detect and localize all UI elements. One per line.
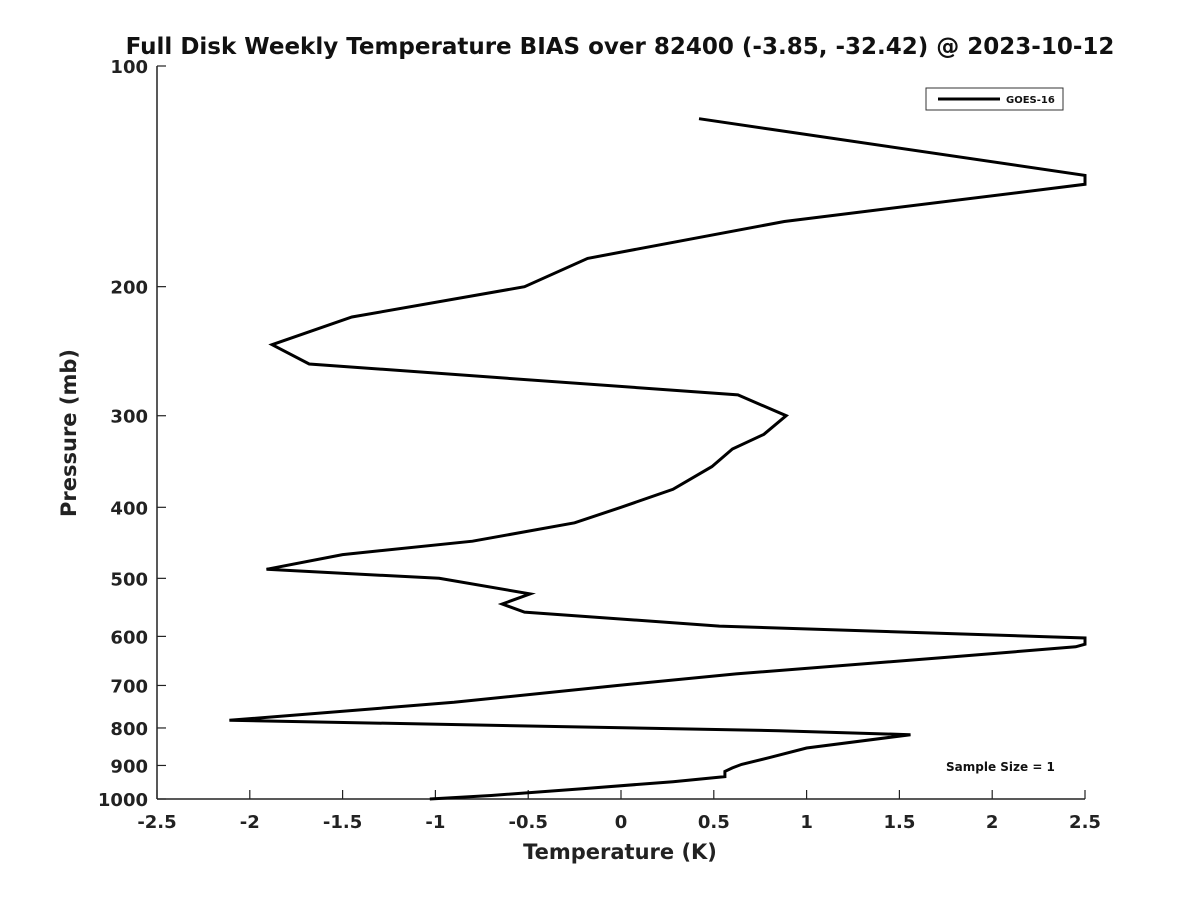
y-axis-ticks: 100 200 300 400 500 600 700 800 900 1000 [98, 57, 166, 811]
y-tick-label: 400 [110, 498, 148, 519]
x-tick-label: 2 [986, 812, 999, 833]
series-line-goes-16 [229, 117, 1087, 801]
x-tick-label: -2.5 [137, 812, 176, 833]
x-tick-label: 2.5 [1069, 812, 1101, 833]
legend-label-goes-16: GOES-16 [1006, 95, 1055, 106]
x-tick-label: -1 [425, 812, 445, 833]
y-tick-label: 600 [110, 627, 148, 648]
x-axis-label: Temperature (K) [523, 840, 717, 864]
chart-title: Full Disk Weekly Temperature BIAS over 8… [126, 34, 1115, 60]
axes [156, 66, 1085, 800]
y-tick-label: 700 [110, 676, 148, 697]
y-tick-label: 1000 [98, 790, 148, 811]
y-tick-label: 300 [110, 407, 148, 428]
x-tick-label: -0.5 [509, 812, 548, 833]
y-tick-label: 500 [110, 569, 148, 590]
x-axis-ticks: -2.5 -2 -1.5 -1 -0.5 0 0.5 1 1.5 2 2.5 [137, 790, 1101, 833]
x-tick-label: 1.5 [883, 812, 915, 833]
series-group [229, 117, 1087, 801]
x-tick-label: -2 [240, 812, 260, 833]
y-tick-label: 100 [110, 57, 148, 78]
y-tick-label: 900 [110, 756, 148, 777]
x-tick-label: 0 [615, 812, 628, 833]
x-tick-label: 1 [800, 812, 813, 833]
legend: GOES-16 [925, 87, 1064, 111]
y-tick-label: 800 [110, 719, 148, 740]
y-tick-label: 200 [110, 278, 148, 299]
x-tick-label: -1.5 [323, 812, 362, 833]
sample-size-annotation: Sample Size = 1 [946, 760, 1055, 774]
y-axis-label: Pressure (mb) [57, 349, 81, 517]
x-tick-label: 0.5 [698, 812, 730, 833]
